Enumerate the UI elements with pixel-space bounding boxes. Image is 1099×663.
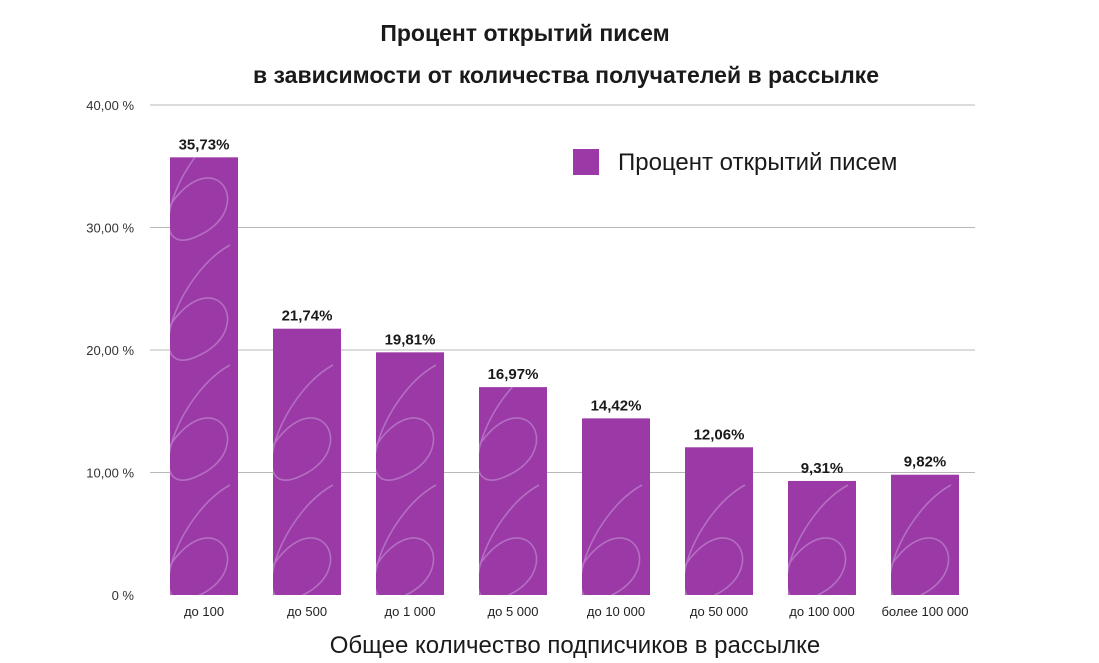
x-axis-label: Общее количество подписчиков в рассылке <box>330 632 820 659</box>
data-label: 19,81% <box>385 331 436 348</box>
data-label: 21,74% <box>282 308 333 325</box>
data-label: 12,06% <box>694 426 745 443</box>
data-label: 35,73% <box>179 136 230 153</box>
y-axis-ticks: 0 % 10,00 % 20,00 % 30,00 % 40,00 % <box>86 98 134 603</box>
bars <box>170 157 959 595</box>
x-tick-label: до 10 000 <box>587 604 645 619</box>
y-tick-label: 40,00 % <box>86 98 134 113</box>
bar-swirl <box>273 364 334 595</box>
x-tick-label: до 100 000 <box>789 604 854 619</box>
x-axis-ticks: до 100 до 500 до 1 000 до 5 000 до 10 000 до … <box>184 604 969 619</box>
x-tick-label: до 500 <box>287 604 327 619</box>
x-tick-label: до 1 000 <box>385 604 436 619</box>
y-tick-label: 10,00 % <box>86 466 134 481</box>
x-tick-label: до 5 000 <box>488 604 539 619</box>
y-tick-label: 20,00 % <box>86 343 134 358</box>
bar <box>479 387 547 595</box>
x-tick-label: более 100 000 <box>881 604 968 619</box>
bar-swirl <box>582 484 643 596</box>
y-tick-label: 0 % <box>112 588 135 603</box>
data-labels: 35,73% 21,74% 19,81% 16,97% 14,42% 12,06% 9,31… <box>179 136 947 477</box>
bar-swirl <box>891 484 952 595</box>
bar <box>891 474 959 595</box>
bar-swirl <box>479 387 540 595</box>
bar-swirl <box>170 157 231 595</box>
data-label: 9,31% <box>801 460 844 477</box>
y-tick-label: 30,00 % <box>86 221 134 236</box>
bar-swirl <box>685 484 746 596</box>
bar <box>170 157 238 595</box>
bar-swirl <box>376 364 437 596</box>
data-label: 14,42% <box>591 397 642 414</box>
legend-swatch <box>573 149 599 175</box>
chart-title-line-1: Процент открытий писем <box>380 20 669 46</box>
legend-label: Процент открытий писем <box>618 149 897 176</box>
bar-texture <box>170 157 952 596</box>
x-tick-label: до 100 <box>184 604 224 619</box>
x-tick-label: до 50 000 <box>690 604 748 619</box>
data-label: 16,97% <box>488 366 539 383</box>
bar <box>685 447 753 595</box>
data-label: 9,82% <box>904 454 947 471</box>
bar-swirl <box>788 484 849 596</box>
chart-title-line-2: в зависимости от количества получателей … <box>253 62 879 88</box>
